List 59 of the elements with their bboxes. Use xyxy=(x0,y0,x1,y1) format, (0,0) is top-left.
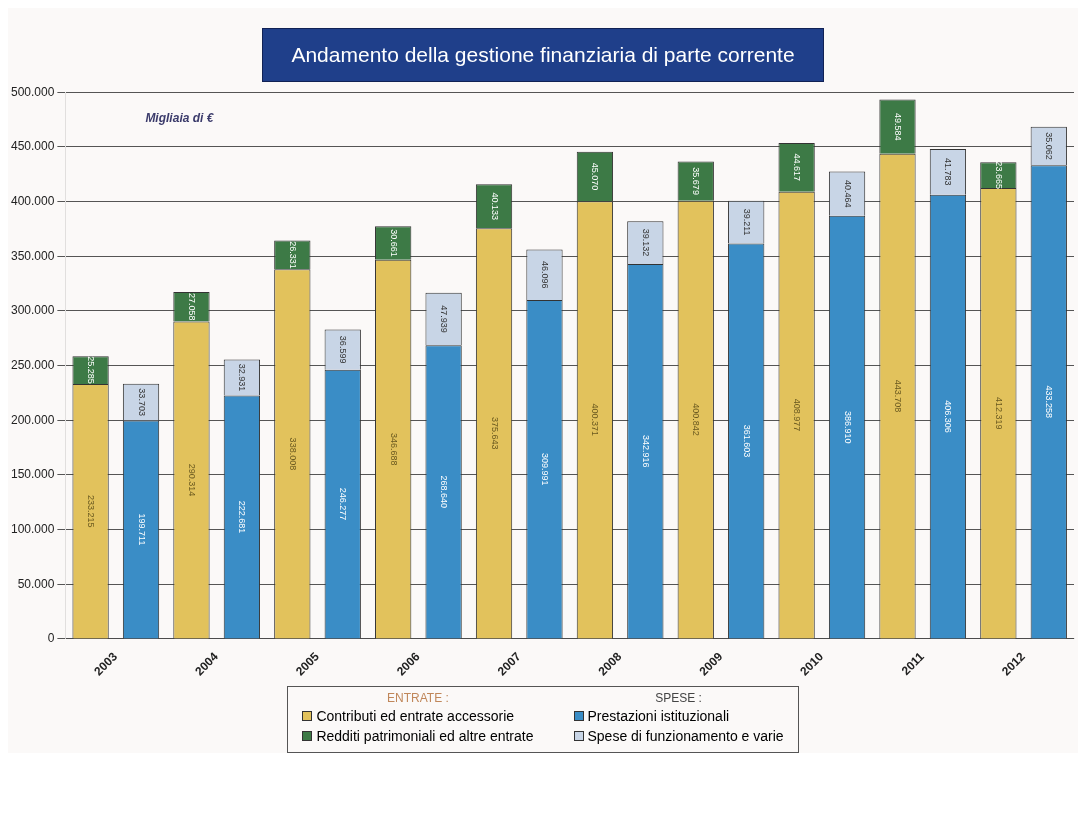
data-label: 199.711 xyxy=(136,513,147,546)
data-label: 49.584 xyxy=(893,112,904,141)
y-tick-label: 0 xyxy=(47,631,55,646)
data-label: 406.306 xyxy=(943,400,954,433)
data-label: 309.991 xyxy=(539,452,550,486)
data-label: 27.058 xyxy=(186,292,197,321)
data-label: 23.665 xyxy=(993,161,1004,189)
data-label: 408.977 xyxy=(792,398,803,432)
data-label: 412.319 xyxy=(993,396,1004,430)
data-label: 400.371 xyxy=(590,403,601,437)
y-tick-label: 50.000 xyxy=(17,576,55,591)
y-tick-label: 250.000 xyxy=(10,357,55,372)
data-label: 26.331 xyxy=(287,241,298,269)
data-label: 39.211 xyxy=(741,208,752,236)
data-label: 290.314 xyxy=(186,463,197,497)
annotation: Migliaia di € xyxy=(145,111,215,126)
chart-title: Andamento della gestione finanziaria di parte corrente xyxy=(262,28,824,82)
data-label: 222.681 xyxy=(237,500,248,534)
text: ENTRATE : xyxy=(386,691,450,705)
data-label: 338.008 xyxy=(287,437,298,471)
data-label: 386.910 xyxy=(842,410,853,444)
text: SPESE : xyxy=(654,691,703,705)
y-tick-label: 400.000 xyxy=(10,193,55,208)
data-label: 443.708 xyxy=(893,379,904,413)
data-label: 361.603 xyxy=(741,424,752,458)
data-label: 25.285 xyxy=(86,356,97,384)
data-label: 40.133 xyxy=(489,192,500,221)
y-tick-label: 450.000 xyxy=(10,139,55,154)
data-label: 39.132 xyxy=(640,228,651,257)
y-tick-label: 300.000 xyxy=(10,303,55,318)
data-label: 35.679 xyxy=(691,167,702,195)
data-label: 47.939 xyxy=(439,305,450,333)
data-label: 433.258 xyxy=(1044,385,1055,419)
data-label: 346.688 xyxy=(388,432,399,466)
data-label: 268.640 xyxy=(439,475,450,509)
data-label: 45.070 xyxy=(590,162,601,191)
data-label: 233.215 xyxy=(86,494,97,528)
legend-label: Spese di funzionamento e varie xyxy=(587,728,784,744)
legend-label: Contributi ed entrate accessorie xyxy=(316,708,515,724)
data-label: 342.916 xyxy=(640,434,651,468)
data-label: 400.842 xyxy=(691,403,702,436)
data-label: 32.931 xyxy=(237,363,248,392)
y-tick-label: 200.000 xyxy=(10,412,55,427)
data-label: 40.464 xyxy=(842,179,853,208)
data-label: 246.277 xyxy=(338,487,349,521)
legend-label: Prestazioni istituzionali xyxy=(587,708,730,724)
data-label: 44.617 xyxy=(792,153,803,182)
y-tick-label: 350.000 xyxy=(10,248,55,263)
data-label: 36.599 xyxy=(338,335,349,364)
y-tick-label: 100.000 xyxy=(10,521,55,536)
data-label: 41.783 xyxy=(943,158,954,186)
legend-label: Redditi patrimoniali ed altre entrate xyxy=(316,728,534,744)
y-tick-label: 150.000 xyxy=(10,467,55,482)
data-label: 35.062 xyxy=(1044,132,1055,160)
data-label: 46.096 xyxy=(539,261,550,289)
data-label: 375.643 xyxy=(489,417,500,450)
data-label: 33.703 xyxy=(136,388,147,416)
data-label: 30.661 xyxy=(388,229,399,257)
y-tick-label: 500.000 xyxy=(10,84,55,99)
